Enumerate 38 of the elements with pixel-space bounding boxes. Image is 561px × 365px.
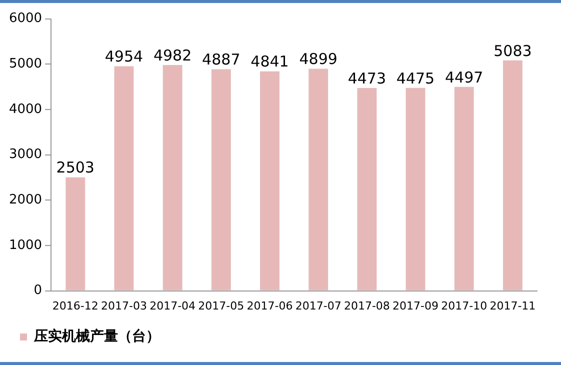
x-tick-label: 2017-07 xyxy=(295,299,342,312)
y-tick-label: 2000 xyxy=(8,192,42,208)
bar xyxy=(162,64,182,290)
x-tick-label: 2017-08 xyxy=(344,299,390,312)
bar xyxy=(502,60,522,290)
x-tick-label: 2017-09 xyxy=(392,299,439,312)
y-tick-label: 5000 xyxy=(8,56,42,72)
data-label: 4899 xyxy=(299,50,338,68)
legend-label: 压实机械产量（台） xyxy=(33,328,160,345)
data-label: 4982 xyxy=(153,46,192,64)
data-label: 2503 xyxy=(56,158,94,177)
bar xyxy=(406,88,426,290)
x-tick-label: 2017-10 xyxy=(441,299,488,312)
x-tick-label: 2017-06 xyxy=(246,299,293,312)
y-tick-label: 3000 xyxy=(8,147,42,162)
data-label: 4954 xyxy=(104,48,144,66)
bar xyxy=(114,66,134,290)
x-tick-label: 2017-11 xyxy=(490,299,536,312)
data-label: 4473 xyxy=(348,69,386,88)
x-tick-label: 2016-12 xyxy=(52,299,98,312)
data-label: 4497 xyxy=(445,68,484,86)
y-tick-label: 4000 xyxy=(8,102,42,117)
data-label: 5083 xyxy=(494,42,532,60)
bar xyxy=(454,86,474,290)
x-tick-label: 2017-05 xyxy=(198,299,244,312)
bar xyxy=(66,177,86,290)
bar xyxy=(211,69,231,290)
x-tick-label: 2017-04 xyxy=(150,299,196,312)
data-label: 4475 xyxy=(396,69,435,88)
y-tick-label: 1000 xyxy=(8,238,42,253)
data-label: 4887 xyxy=(202,50,240,69)
data-label: 4841 xyxy=(250,52,289,71)
bar xyxy=(260,71,280,290)
bar xyxy=(308,68,328,290)
y-tick-label: 6000 xyxy=(8,11,42,26)
bar xyxy=(357,88,377,290)
y-tick-label: 0 xyxy=(34,283,42,298)
x-tick-label: 2017-03 xyxy=(100,299,147,312)
